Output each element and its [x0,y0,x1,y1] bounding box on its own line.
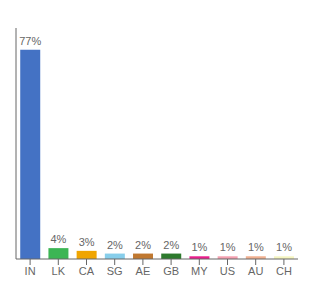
svg-text:LK: LK [52,265,66,277]
svg-text:GB: GB [163,265,179,277]
svg-text:1%: 1% [220,241,236,253]
svg-text:4%: 4% [50,233,66,245]
svg-text:SG: SG [107,265,123,277]
svg-text:AE: AE [136,265,151,277]
svg-text:1%: 1% [191,241,207,253]
svg-text:US: US [220,265,235,277]
svg-text:IN: IN [25,265,36,277]
svg-text:CH: CH [276,265,292,277]
svg-text:MY: MY [191,265,208,277]
svg-text:2%: 2% [107,239,123,251]
svg-text:1%: 1% [276,241,292,253]
svg-text:3%: 3% [79,236,95,248]
svg-text:AU: AU [248,265,263,277]
svg-text:CA: CA [79,265,95,277]
svg-text:2%: 2% [163,239,179,251]
svg-text:2%: 2% [135,239,151,251]
svg-text:77%: 77% [19,35,41,47]
svg-text:1%: 1% [248,241,264,253]
